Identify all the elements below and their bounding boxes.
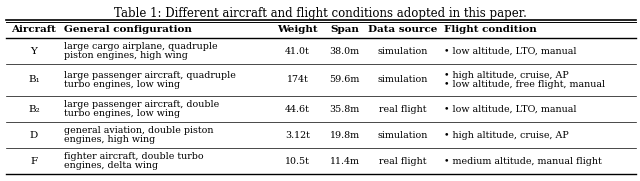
Text: Span: Span [330,26,359,35]
Text: 19.8m: 19.8m [330,131,360,140]
Text: large cargo airplane, quadruple: large cargo airplane, quadruple [64,42,218,51]
Text: 3.12t: 3.12t [285,131,310,140]
Text: Y: Y [31,47,37,56]
Text: engines, delta wing: engines, delta wing [64,161,158,170]
Text: • low altitude, free flight, manual: • low altitude, free flight, manual [444,80,605,89]
Text: turbo engines, low wing: turbo engines, low wing [64,80,180,89]
Text: 11.4m: 11.4m [330,157,360,165]
Text: D: D [30,131,38,140]
Text: Table 1: Different aircraft and flight conditions adopted in this paper.: Table 1: Different aircraft and flight c… [113,7,527,20]
Text: real flight: real flight [380,157,427,165]
Text: • low altitude, LTO, manual: • low altitude, LTO, manual [444,47,577,56]
Text: 174t: 174t [287,75,308,85]
Text: large passenger aircraft, double: large passenger aircraft, double [64,100,220,109]
Text: turbo engines, low wing: turbo engines, low wing [64,109,180,118]
Text: piston engines, high wing: piston engines, high wing [64,51,188,60]
Text: Weight: Weight [277,26,318,35]
Text: large passenger aircraft, quadruple: large passenger aircraft, quadruple [64,71,236,80]
Text: engines, high wing: engines, high wing [64,135,156,144]
Text: 10.5t: 10.5t [285,157,310,165]
Text: general aviation, double piston: general aviation, double piston [64,126,214,135]
Text: 38.0m: 38.0m [330,47,360,56]
Text: 59.6m: 59.6m [330,75,360,85]
Text: • low altitude, LTO, manual: • low altitude, LTO, manual [444,104,577,113]
Text: • high altitude, cruise, AP: • high altitude, cruise, AP [444,71,569,80]
Text: 35.8m: 35.8m [330,104,360,113]
Text: simulation: simulation [378,131,428,140]
Text: General configuration: General configuration [64,26,192,35]
Text: Flight condition: Flight condition [444,26,537,35]
Text: B₂: B₂ [28,104,40,113]
Text: fighter aircraft, double turbo: fighter aircraft, double turbo [64,152,204,161]
Text: Aircraft: Aircraft [12,26,56,35]
Text: simulation: simulation [378,47,428,56]
Text: real flight: real flight [380,104,427,113]
Text: • medium altitude, manual flight: • medium altitude, manual flight [444,157,602,165]
Text: B₁: B₁ [28,75,40,85]
Text: simulation: simulation [378,75,428,85]
Text: Data source: Data source [368,26,438,35]
Text: 44.6t: 44.6t [285,104,310,113]
Text: F: F [31,157,38,165]
Text: • high altitude, cruise, AP: • high altitude, cruise, AP [444,131,569,140]
Text: 41.0t: 41.0t [285,47,310,56]
